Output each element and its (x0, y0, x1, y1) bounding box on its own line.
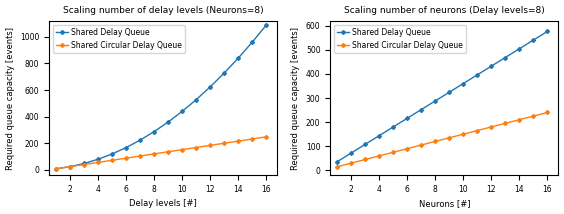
Shared Delay Queue (193, 98, 200, 101)
Shared Circular Delay Queue (81, 163, 87, 166)
Shared Circular Delay Queue (334, 165, 341, 168)
Shared Circular Delay Queue (488, 126, 495, 128)
Shared Delay Queue (474, 74, 481, 76)
Shared Delay Queue (151, 130, 157, 133)
Shared Circular Delay Queue (235, 140, 241, 142)
Shared Circular Delay Queue (502, 122, 509, 125)
Shared Delay Queue (362, 143, 369, 146)
Shared Circular Delay Queue (207, 144, 214, 147)
Shared Delay Queue (544, 30, 550, 33)
Line: Shared Circular Delay Queue: Shared Circular Delay Queue (336, 111, 549, 168)
Shared Delay Queue (348, 152, 355, 154)
Shared Delay Queue (137, 139, 144, 141)
Shared Delay Queue (67, 165, 73, 168)
Shared Delay Queue (530, 39, 536, 42)
Line: Shared Delay Queue: Shared Delay Queue (336, 30, 549, 163)
Title: Scaling number of delay levels (Neurons=8): Scaling number of delay levels (Neurons=… (63, 6, 263, 15)
Shared Delay Queue (123, 146, 130, 149)
Shared Delay Queue (95, 158, 102, 160)
Y-axis label: Required queue capacity [events]: Required queue capacity [events] (292, 27, 300, 169)
Shared Delay Queue (249, 41, 255, 43)
Shared Circular Delay Queue (348, 162, 355, 164)
Shared Circular Delay Queue (123, 157, 130, 159)
Shared Circular Delay Queue (263, 136, 270, 138)
Shared Delay Queue (404, 117, 411, 120)
Shared Circular Delay Queue (460, 133, 466, 135)
Shared Circular Delay Queue (151, 153, 157, 155)
Shared Circular Delay Queue (95, 161, 102, 164)
Shared Delay Queue (263, 24, 270, 26)
Shared Circular Delay Queue (193, 146, 200, 149)
Shared Delay Queue (81, 162, 87, 165)
X-axis label: Delay levels [#]: Delay levels [#] (130, 199, 197, 208)
Shared Delay Queue (418, 108, 425, 111)
Shared Delay Queue (53, 168, 60, 170)
Shared Circular Delay Queue (53, 168, 60, 170)
Shared Circular Delay Queue (544, 111, 550, 114)
Shared Delay Queue (235, 57, 241, 59)
Shared Circular Delay Queue (165, 150, 171, 153)
Shared Delay Queue (109, 153, 116, 155)
Line: Shared Circular Delay Queue: Shared Circular Delay Queue (55, 135, 268, 170)
Shared Delay Queue (390, 126, 396, 128)
Shared Circular Delay Queue (530, 115, 536, 117)
Shared Circular Delay Queue (109, 159, 116, 162)
Shared Delay Queue (432, 100, 439, 102)
Shared Delay Queue (334, 160, 341, 163)
Shared Circular Delay Queue (376, 155, 382, 157)
Shared Circular Delay Queue (221, 142, 228, 144)
Shared Delay Queue (207, 86, 214, 88)
Shared Delay Queue (502, 56, 509, 59)
X-axis label: Neurons [#]: Neurons [#] (418, 199, 470, 208)
Shared Circular Delay Queue (474, 129, 481, 132)
Shared Circular Delay Queue (418, 144, 425, 146)
Shared Delay Queue (446, 91, 453, 94)
Y-axis label: Required queue capacity [events]: Required queue capacity [events] (6, 27, 15, 169)
Shared Delay Queue (179, 110, 186, 113)
Line: Shared Delay Queue: Shared Delay Queue (55, 24, 268, 170)
Shared Circular Delay Queue (404, 147, 411, 150)
Shared Circular Delay Queue (67, 165, 73, 168)
Title: Scaling number of neurons (Delay levels=8): Scaling number of neurons (Delay levels=… (344, 6, 545, 15)
Shared Delay Queue (376, 134, 382, 137)
Shared Circular Delay Queue (516, 118, 523, 121)
Shared Delay Queue (516, 48, 523, 50)
Shared Circular Delay Queue (137, 155, 144, 157)
Legend: Shared Delay Queue, Shared Circular Delay Queue: Shared Delay Queue, Shared Circular Dela… (334, 25, 465, 53)
Shared Circular Delay Queue (390, 151, 396, 154)
Shared Delay Queue (221, 72, 228, 74)
Legend: Shared Delay Queue, Shared Circular Delay Queue: Shared Delay Queue, Shared Circular Dela… (53, 25, 184, 53)
Shared Circular Delay Queue (362, 158, 369, 161)
Shared Delay Queue (460, 82, 466, 85)
Shared Circular Delay Queue (446, 137, 453, 139)
Shared Circular Delay Queue (249, 138, 255, 140)
Shared Delay Queue (488, 65, 495, 67)
Shared Circular Delay Queue (179, 148, 186, 151)
Shared Circular Delay Queue (432, 140, 439, 143)
Shared Delay Queue (165, 121, 171, 123)
